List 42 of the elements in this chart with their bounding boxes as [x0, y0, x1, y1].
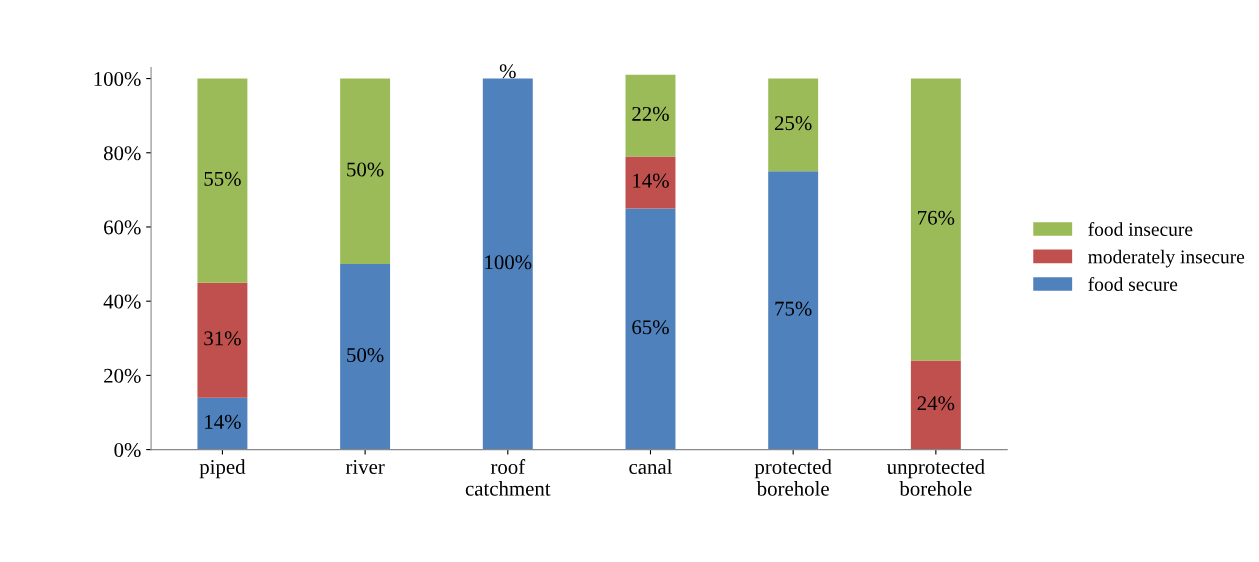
bar [197, 282, 248, 398]
data-label: 22% [632, 106, 669, 121]
y-tick-label: 0% [114, 442, 141, 458]
data-label: 55% [204, 171, 241, 186]
x-tick-label: unprotected borehole [886, 459, 985, 496]
data-label: 24% [917, 396, 955, 411]
data-label: 25% [774, 116, 812, 131]
y-tick-label: 100% [94, 71, 141, 87]
bar [340, 264, 391, 450]
data-label: 75% [775, 301, 812, 316]
data-label: 65% [632, 320, 669, 335]
y-tick-label: 60% [104, 220, 141, 235]
data-label: 50% [347, 162, 384, 177]
x-tick-label: roof catchment [465, 459, 551, 496]
bar [625, 156, 676, 209]
legend-label: moderately insecure [1088, 249, 1245, 268]
bar [910, 78, 961, 361]
x-tick-label: piped [199, 459, 246, 479]
y-tick-label: 20% [104, 368, 141, 383]
y-tick-label: 40% [103, 294, 141, 309]
legend-label: food insecure [1088, 222, 1193, 236]
data-label: 76% [918, 210, 955, 225]
bar [197, 78, 248, 283]
bar [625, 208, 676, 450]
x-tick-label: river [345, 459, 385, 474]
data-label: 100% [485, 255, 532, 270]
data-label: 14% [633, 173, 669, 188]
bar [625, 74, 676, 157]
y-tick-label: 80% [103, 146, 141, 161]
bar [768, 78, 819, 172]
legend-label: food secure [1088, 277, 1178, 291]
bar [482, 78, 533, 450]
bar [197, 397, 248, 450]
data-label: 31% [204, 331, 241, 346]
data-label: 14% [205, 414, 241, 429]
data-label: 50% [347, 348, 384, 363]
bar [910, 360, 961, 450]
data-label: % [499, 64, 516, 79]
bar [768, 171, 819, 450]
x-tick-label: protected borehole [754, 459, 832, 496]
bar [340, 78, 391, 265]
x-tick-label: canal [629, 459, 673, 474]
